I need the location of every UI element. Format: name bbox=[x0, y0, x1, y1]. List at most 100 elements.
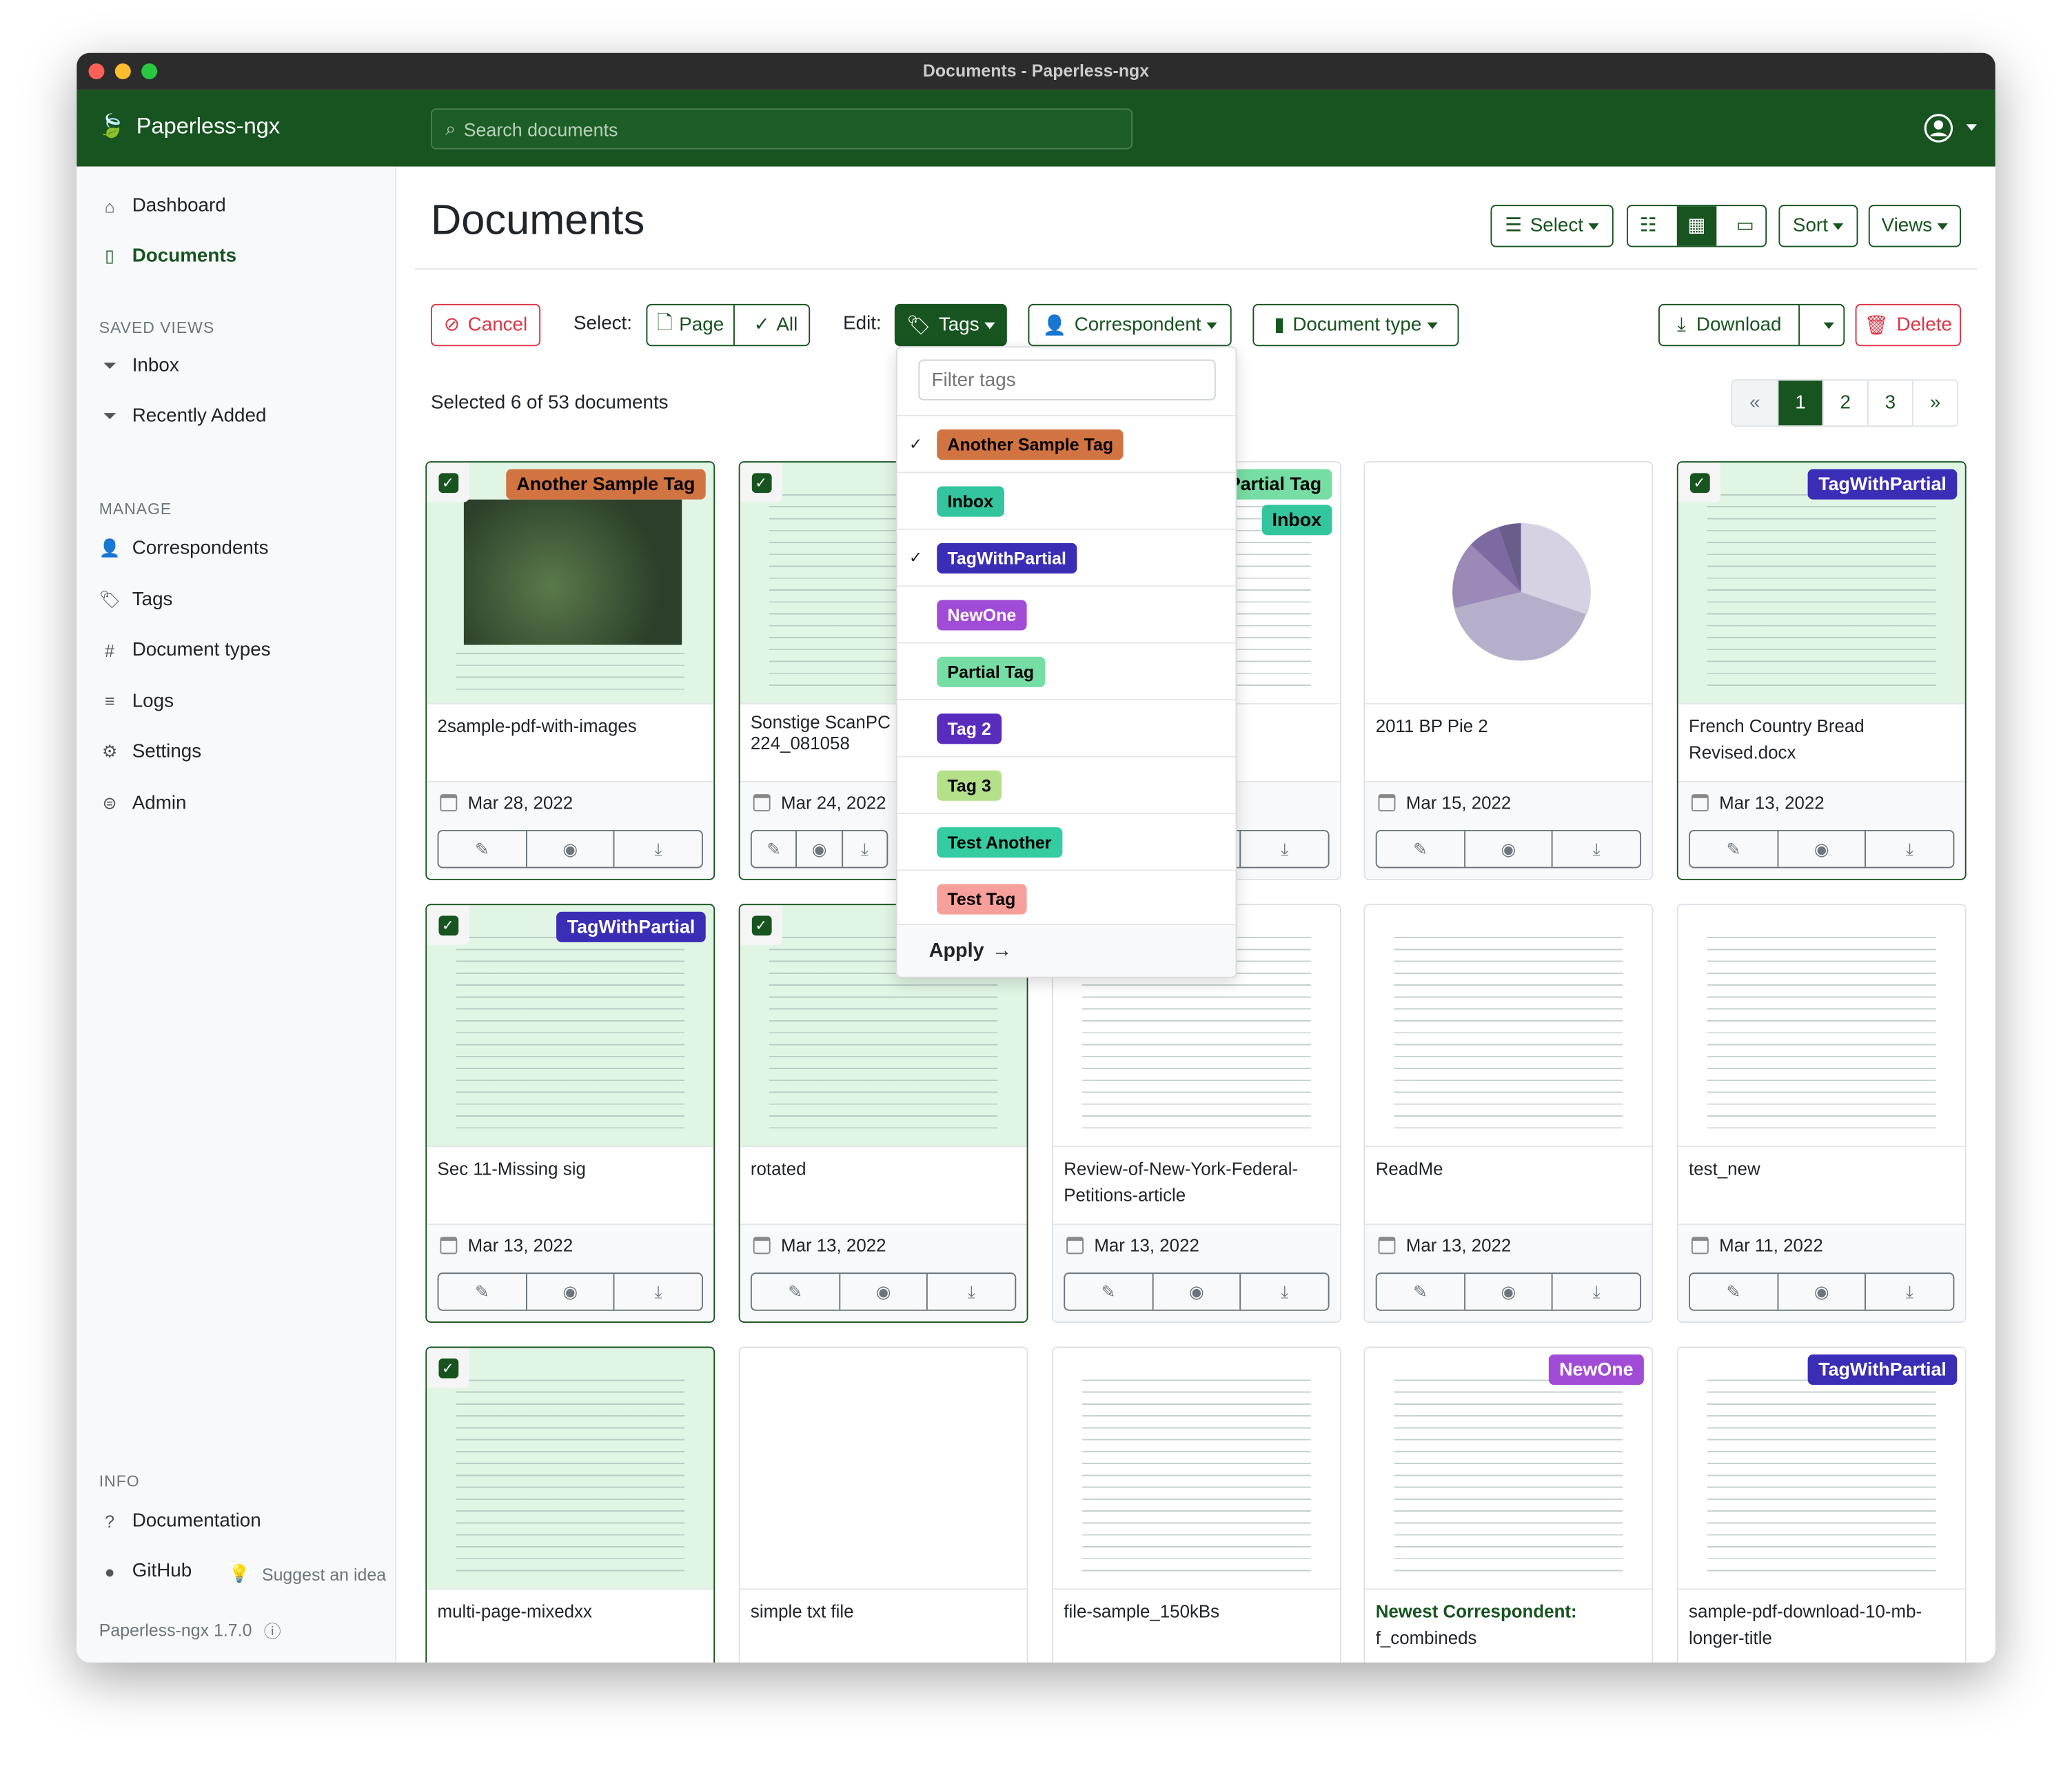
tag-option[interactable]: Tag 2 bbox=[897, 699, 1236, 755]
document-card[interactable]: ReadMe Mar 13, 2022 ✎ ◉ ⤓ bbox=[1363, 904, 1654, 1323]
tag-badge[interactable]: Inbox bbox=[1261, 505, 1332, 536]
brand[interactable]: 🍃 Paperless-ngx bbox=[98, 114, 280, 140]
document-card[interactable]: 2011 BP Pie 2 Mar 15, 2022 ✎ ◉ ⤓ bbox=[1363, 461, 1654, 880]
list-view-icon[interactable]: ☷ bbox=[1639, 215, 1657, 237]
minimize-window-button[interactable] bbox=[114, 63, 131, 80]
page-2-button[interactable]: 2 bbox=[1822, 380, 1867, 426]
info-icon[interactable]: ⓘ bbox=[263, 1621, 281, 1642]
document-thumbnail[interactable]: ✓ bbox=[427, 1348, 714, 1590]
preview-button[interactable]: ◉ bbox=[525, 831, 613, 867]
close-window-button[interactable] bbox=[88, 63, 105, 80]
edit-button[interactable]: ✎ bbox=[788, 1281, 803, 1301]
sidebar-item-logs[interactable]: ≡ Logs bbox=[99, 691, 174, 712]
tag-option[interactable]: ✓ Another Sample Tag bbox=[897, 414, 1236, 471]
document-thumbnail[interactable]: ✓ Another Sample Tag bbox=[427, 462, 714, 704]
document-thumbnail[interactable] bbox=[1365, 462, 1652, 704]
tag-option[interactable]: Partial Tag bbox=[897, 642, 1236, 699]
document-card[interactable]: ✓ TagWithPartial French Country Bread Revi… bbox=[1676, 461, 1967, 880]
download-options-button[interactable] bbox=[1808, 305, 1843, 345]
select-checkbox[interactable]: ✓ bbox=[427, 462, 469, 503]
delete-button[interactable]: 🗑 Delete bbox=[1855, 303, 1961, 347]
document-thumbnail[interactable] bbox=[1053, 1348, 1340, 1590]
document-thumbnail[interactable]: ✓ TagWithPartial bbox=[1678, 462, 1965, 704]
sidebar-item-tags[interactable]: 🏷 Tags bbox=[99, 589, 172, 610]
document-card[interactable]: file-sample_150kBs✎◉⤓ bbox=[1052, 1346, 1341, 1663]
preview-button[interactable]: ◉ bbox=[1463, 1274, 1552, 1310]
download-button[interactable]: ⤓ bbox=[1239, 831, 1328, 867]
document-card[interactable]: ✓ TagWithPartial Sec 11-Missing sig Mar 13,… bbox=[425, 904, 715, 1323]
edit-button[interactable]: ✎ bbox=[1413, 1281, 1428, 1301]
select-checkbox[interactable]: ✓ bbox=[427, 1348, 469, 1388]
correspondent-dropdown-button[interactable]: 👤 Correspondent bbox=[1028, 303, 1232, 347]
page-next-button[interactable]: » bbox=[1912, 380, 1958, 426]
sidebar-item-document-types[interactable]: # Document types bbox=[99, 640, 270, 661]
sidebar-item-github[interactable]: ● GitHub bbox=[99, 1561, 192, 1582]
tag-option[interactable]: NewOne bbox=[897, 585, 1236, 642]
apply-button[interactable]: Apply → bbox=[897, 924, 1236, 977]
page-3-button[interactable]: 3 bbox=[1867, 380, 1912, 426]
preview-button[interactable]: ◉ bbox=[1776, 1274, 1865, 1310]
download-button[interactable]: ⤓ bbox=[926, 1274, 1015, 1310]
document-card[interactable]: ✓ Another Sample Tag 2sample-pdf-with-imag… bbox=[425, 461, 715, 880]
edit-button[interactable]: ✎ bbox=[474, 1281, 489, 1301]
page-1-button[interactable]: 1 bbox=[1777, 380, 1822, 426]
select-checkbox[interactable]: ✓ bbox=[1678, 462, 1721, 503]
document-thumbnail[interactable] bbox=[1365, 905, 1652, 1148]
correspondent-label[interactable]: Newest Correspondent: bbox=[1375, 1601, 1577, 1622]
tag-option[interactable]: Inbox bbox=[897, 471, 1236, 528]
edit-button[interactable]: ✎ bbox=[1413, 838, 1428, 859]
edit-button[interactable]: ✎ bbox=[1726, 1281, 1741, 1301]
tag-option[interactable]: Tag 3 bbox=[897, 755, 1236, 813]
preview-button[interactable]: ◉ bbox=[1463, 831, 1552, 867]
download-button[interactable]: ⤓ Download bbox=[1660, 305, 1800, 345]
sidebar-item-admin[interactable]: ⊜ Admin bbox=[99, 793, 187, 814]
sidebar-item-inbox[interactable]: ⏷ Inbox bbox=[99, 356, 179, 377]
preview-button[interactable]: ◉ bbox=[1152, 1274, 1240, 1310]
tag-badge[interactable]: NewOne bbox=[1548, 1354, 1644, 1386]
document-thumbnail[interactable]: ✓ TagWithPartial bbox=[427, 905, 714, 1148]
select-button[interactable]: ☰ Select bbox=[1490, 205, 1614, 247]
tag-badge[interactable]: TagWithPartial bbox=[556, 911, 706, 942]
views-button[interactable]: Views bbox=[1868, 205, 1961, 247]
document-card[interactable]: test_new Mar 11, 2022 ✎ ◉ ⤓ bbox=[1676, 904, 1967, 1323]
preview-button[interactable]: ◉ bbox=[795, 831, 842, 867]
sidebar-item-settings[interactable]: ⚙ Settings bbox=[99, 742, 201, 763]
select-all-button[interactable]: ✓ All bbox=[743, 305, 809, 345]
download-button[interactable]: ⤓ bbox=[841, 831, 887, 867]
filter-tags-input[interactable] bbox=[918, 359, 1216, 400]
document-thumbnail[interactable] bbox=[1678, 905, 1965, 1148]
download-button[interactable]: ⤓ bbox=[613, 1274, 702, 1310]
edit-button[interactable]: ✎ bbox=[766, 838, 782, 859]
zoom-window-button[interactable] bbox=[141, 63, 158, 80]
tag-option[interactable]: Test Tag bbox=[897, 869, 1236, 926]
edit-button[interactable]: ✎ bbox=[474, 838, 489, 859]
cancel-button[interactable]: ⊘ Cancel bbox=[430, 303, 541, 347]
document-card[interactable]: TagWithPartial sample-pdf-download-10-mb-… bbox=[1676, 1346, 1967, 1663]
preview-button[interactable]: ◉ bbox=[1776, 831, 1865, 867]
grid-view-icon[interactable]: ▦ bbox=[1676, 206, 1717, 246]
search-input[interactable]: ⌕ Search documents bbox=[430, 108, 1133, 150]
select-checkbox[interactable]: ✓ bbox=[740, 462, 782, 503]
sidebar-item-recently-added[interactable]: ⏷ Recently Added bbox=[99, 406, 266, 427]
document-card[interactable]: ✓multi-page-mixedxx✎◉⤓ bbox=[425, 1346, 715, 1663]
tag-badge[interactable]: TagWithPartial bbox=[1807, 469, 1958, 500]
select-checkbox[interactable]: ✓ bbox=[740, 905, 782, 945]
edit-button[interactable]: ✎ bbox=[1101, 1281, 1116, 1301]
sidebar-item-documentation[interactable]: ? Documentation bbox=[99, 1510, 261, 1532]
user-menu[interactable] bbox=[1924, 114, 1977, 143]
sidebar-item-documents[interactable]: ▯ Documents bbox=[99, 246, 236, 267]
preview-button[interactable]: ◉ bbox=[838, 1274, 927, 1310]
document-thumbnail[interactable]: TagWithPartial bbox=[1678, 1348, 1965, 1590]
download-button[interactable]: ⤓ bbox=[613, 831, 702, 867]
edit-button[interactable]: ✎ bbox=[1726, 838, 1741, 859]
tag-badge[interactable]: TagWithPartial bbox=[1807, 1354, 1958, 1386]
tag-option[interactable]: ✓ TagWithPartial bbox=[897, 528, 1236, 585]
sort-button[interactable]: Sort bbox=[1778, 205, 1858, 247]
preview-button[interactable]: ◉ bbox=[525, 1274, 613, 1310]
download-button[interactable]: ⤓ bbox=[1552, 831, 1640, 867]
select-checkbox[interactable]: ✓ bbox=[427, 905, 469, 945]
document-card[interactable]: simple txt file✎◉⤓ bbox=[738, 1346, 1028, 1663]
large-cards-view-icon[interactable]: ▭ bbox=[1736, 215, 1755, 237]
download-button[interactable]: ⤓ bbox=[1865, 831, 1953, 867]
